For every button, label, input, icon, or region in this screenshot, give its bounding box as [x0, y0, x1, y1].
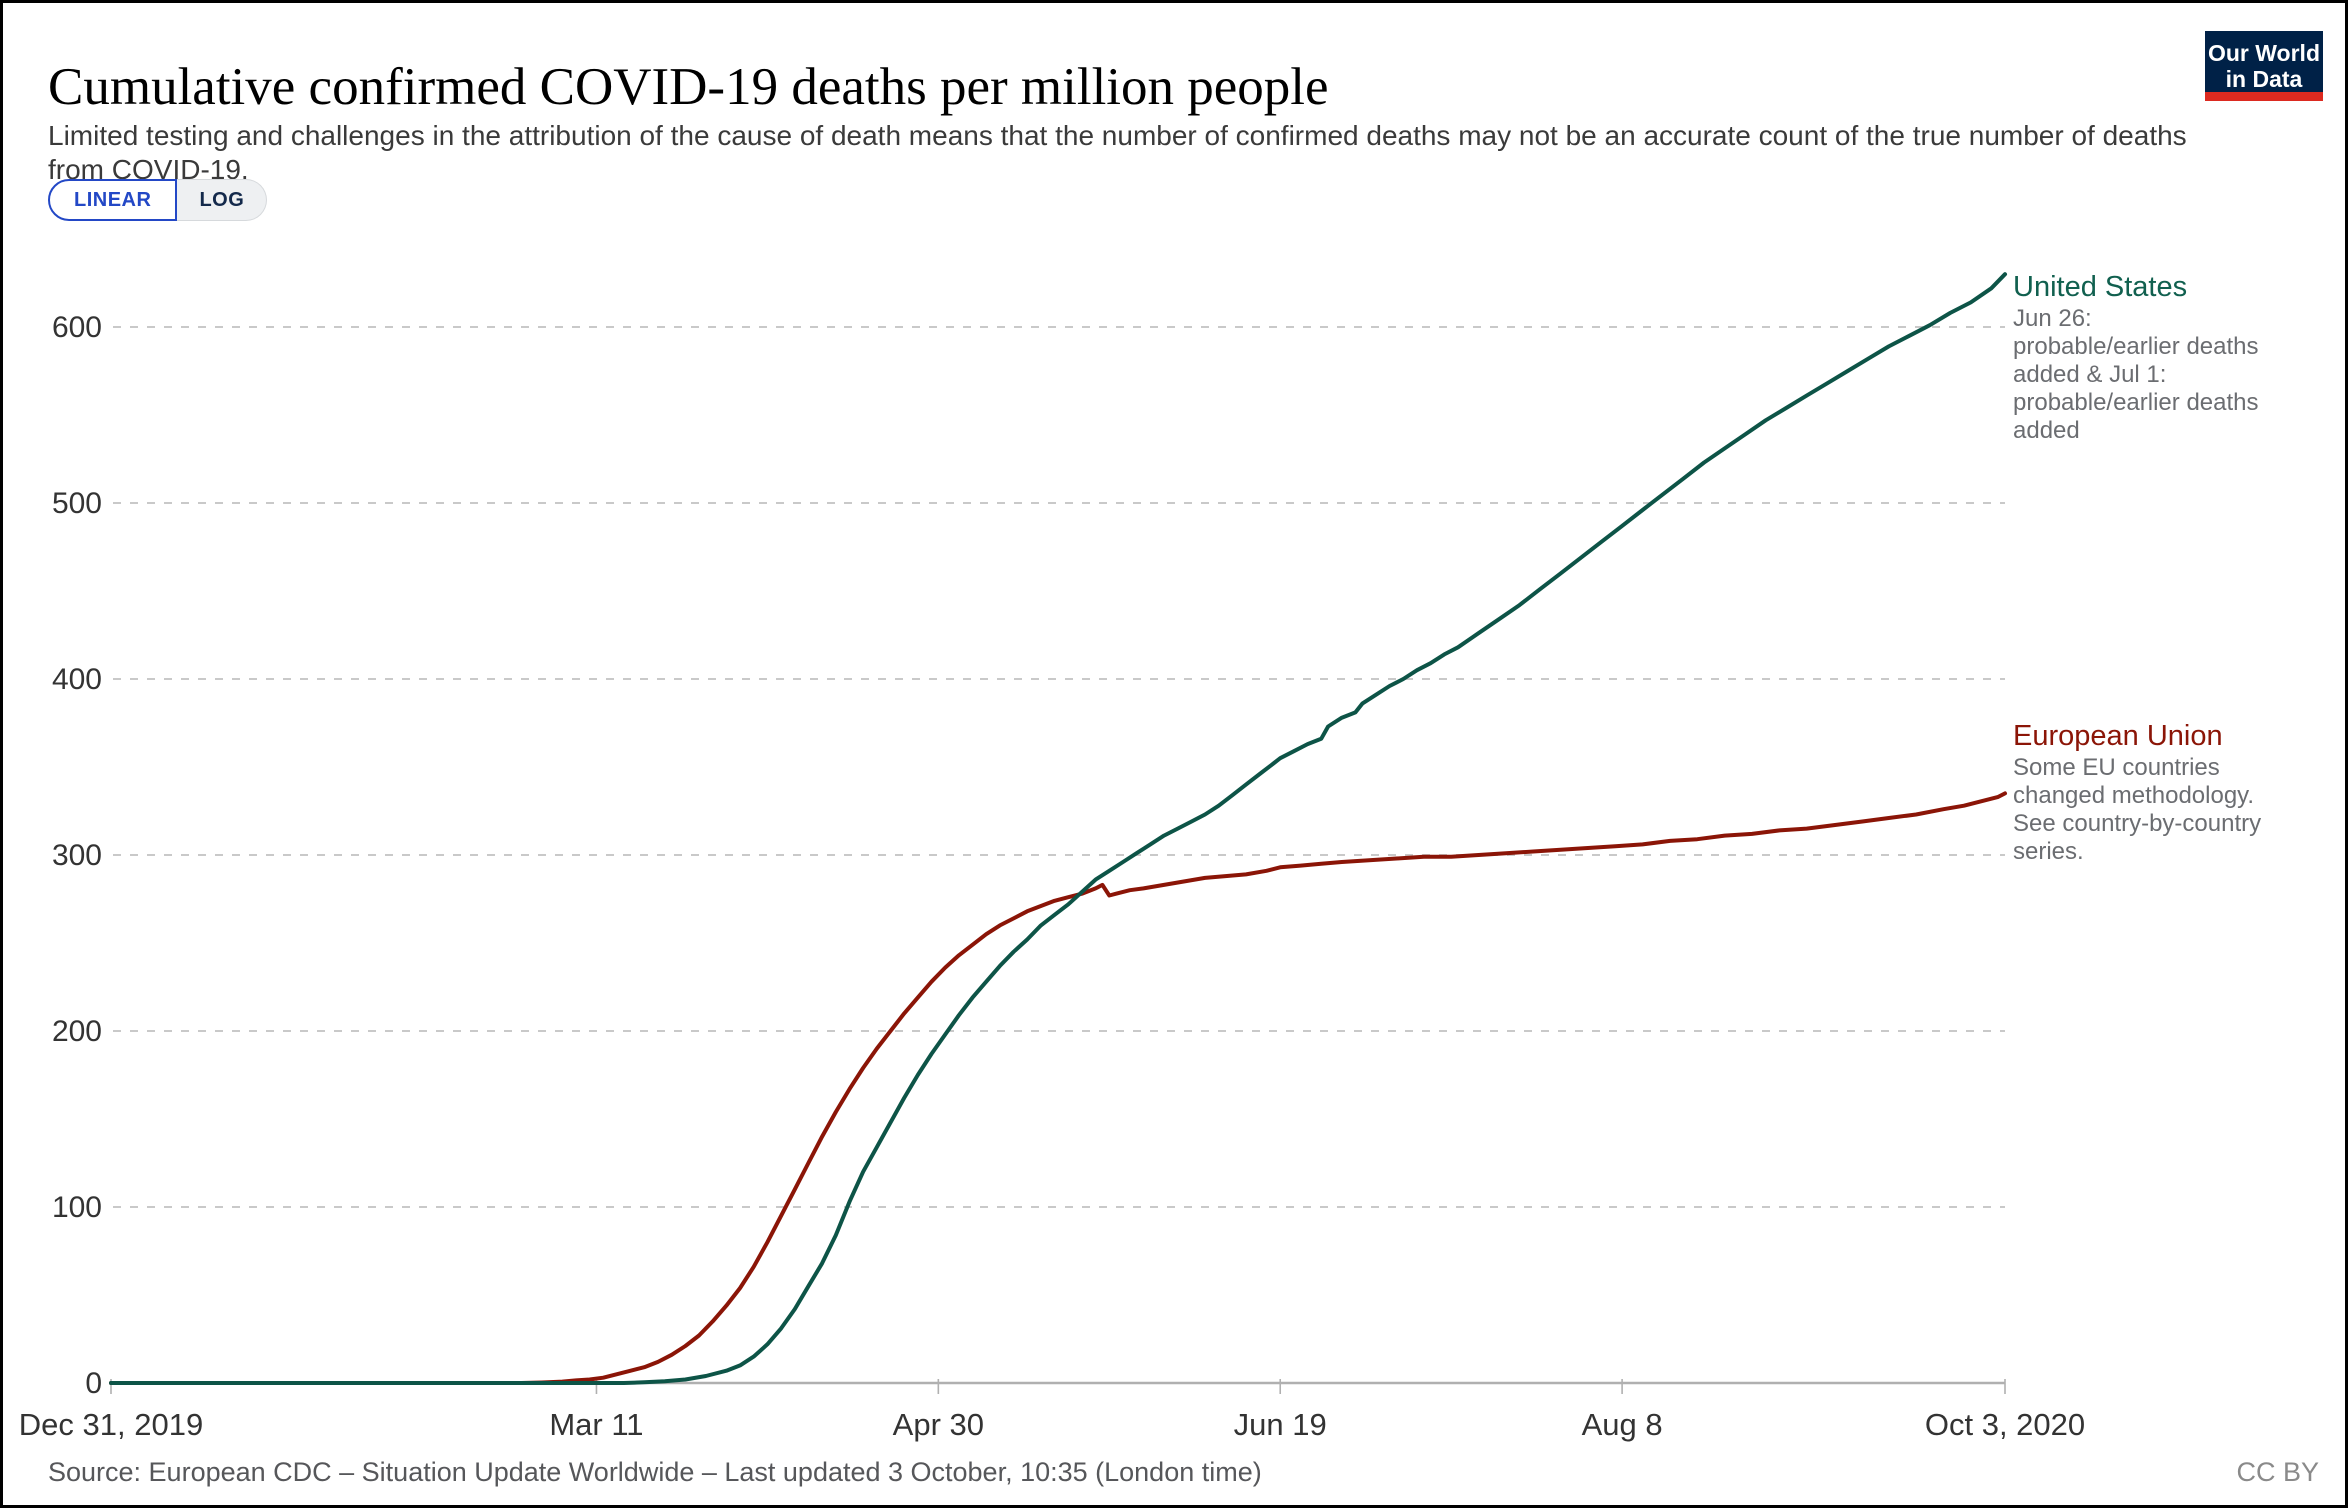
entity-name: United States [2013, 271, 2188, 303]
owid-logo-text: Our World in Data [2208, 40, 2320, 92]
entity-label-european-union[interactable]: European Union Some EU countries changed … [2013, 720, 2273, 866]
x-tick-label-Mar-11: Mar 11 [549, 1407, 643, 1442]
x-tick-label-Oct-3-2020: Oct 3, 2020 [1925, 1407, 2085, 1442]
y-tick-label-300: 300 [52, 839, 102, 872]
y-tick-label-500: 500 [52, 487, 102, 520]
series-line-united-states[interactable] [109, 272, 2007, 1385]
series-line-european-union[interactable] [109, 791, 2007, 1385]
page-title: Cumulative confirmed COVID-19 deaths per… [48, 57, 1329, 116]
y-tick-label-400: 400 [52, 663, 102, 696]
y-tick-label-100: 100 [52, 1191, 102, 1224]
owid-logo-line1: Our World [2207, 40, 2320, 66]
owid-logo[interactable]: Our World in Data [2205, 31, 2323, 101]
log-button[interactable]: LOG [177, 179, 268, 221]
owid-logo-line2: in Data [2225, 66, 2303, 92]
linear-button[interactable]: LINEAR [48, 179, 178, 221]
entity-annotation: Some EU countries changed methodology. S… [2013, 754, 2262, 866]
license-link[interactable]: CC BY [2236, 1457, 2319, 1487]
x-tick-label-Apr-30: Apr 30 [893, 1407, 984, 1442]
chart-plot-area[interactable]: 0 100 200 300 400 500 600 Dec 31, 2019 Mar 11 Apr… [3, 3, 2348, 1508]
x-tick-label-Dec-31-2019: Dec 31, 2019 [19, 1407, 203, 1442]
owid-logo-stripe [2205, 92, 2323, 101]
entity-name: European Union [2013, 720, 2223, 753]
y-tick-label-200: 200 [52, 1015, 102, 1048]
source-note: Source: European CDC – Situation Update … [48, 1457, 1262, 1487]
y-tick-label-0: 0 [85, 1367, 102, 1400]
scale-toggle: LINEAR LOG [48, 179, 268, 221]
x-tick-label-Aug-8: Aug 8 [1582, 1407, 1663, 1442]
y-tick-label-600: 600 [52, 311, 102, 344]
page-subtitle: Limited testing and challenges in the at… [48, 120, 2187, 185]
entity-annotation: Jun 26: probable/earlier deaths added & … [2013, 305, 2259, 444]
entity-label-united-states[interactable]: United States Jun 26: probable/earlier de… [2013, 271, 2273, 445]
x-tick-label-Jun-19: Jun 19 [1234, 1407, 1327, 1442]
